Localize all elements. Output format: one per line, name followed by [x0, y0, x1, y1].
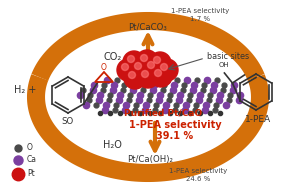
Text: Pt: Pt [27, 170, 35, 178]
Circle shape [160, 64, 168, 70]
Text: 1-PEA: 1-PEA [245, 115, 271, 124]
Circle shape [156, 59, 178, 81]
Text: O: O [101, 63, 107, 71]
Circle shape [128, 71, 136, 78]
Text: 1-PEA selectivity: 1-PEA selectivity [129, 120, 221, 130]
Circle shape [140, 54, 147, 61]
Circle shape [123, 51, 145, 73]
Text: CO₂: CO₂ [104, 52, 122, 62]
Circle shape [127, 56, 134, 63]
Text: H₂ +: H₂ + [14, 85, 36, 95]
Text: 24.6 %: 24.6 % [186, 176, 210, 182]
Text: 39.1 %: 39.1 % [156, 131, 194, 141]
Circle shape [153, 57, 160, 64]
Text: Pt/Ca(OH)₂: Pt/Ca(OH)₂ [127, 155, 173, 164]
Circle shape [136, 50, 158, 72]
Circle shape [143, 57, 165, 79]
Circle shape [130, 58, 152, 80]
Circle shape [117, 59, 139, 81]
Circle shape [149, 52, 171, 74]
Text: Pt/CaCO₃: Pt/CaCO₃ [129, 23, 167, 32]
Circle shape [134, 63, 142, 70]
Circle shape [142, 70, 149, 77]
Circle shape [137, 66, 159, 88]
Text: Purified Pt/CaO: Purified Pt/CaO [124, 108, 202, 117]
Text: 1-PEA selectivity: 1-PEA selectivity [171, 8, 229, 14]
Text: SO: SO [62, 117, 74, 126]
Text: Ca: Ca [27, 156, 37, 164]
Circle shape [155, 70, 162, 77]
Text: OH: OH [219, 62, 230, 68]
Text: 1.7 %: 1.7 % [190, 16, 210, 22]
Text: O: O [27, 143, 33, 153]
Circle shape [124, 67, 146, 89]
Circle shape [121, 64, 128, 70]
Text: basic sites: basic sites [207, 52, 249, 61]
Text: 1-PEA selectivity: 1-PEA selectivity [169, 168, 227, 174]
Circle shape [147, 61, 155, 68]
Text: H₂O: H₂O [103, 140, 121, 150]
Circle shape [150, 65, 172, 87]
